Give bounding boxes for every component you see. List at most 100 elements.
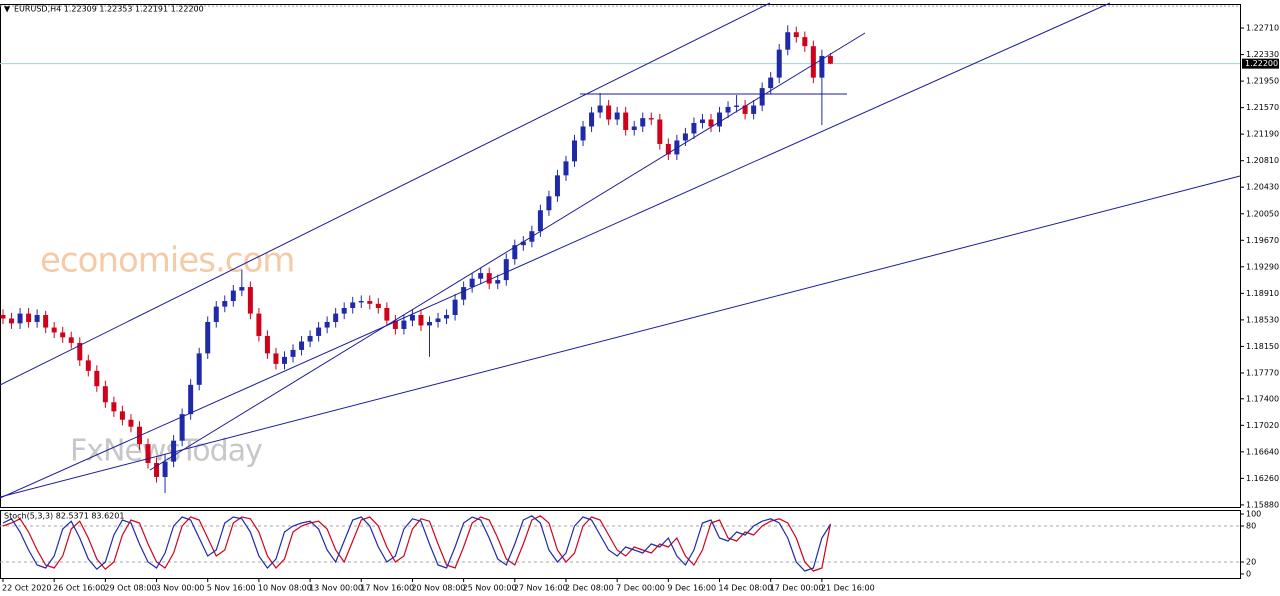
candle-body: [682, 133, 688, 141]
trend-line: [0, 2, 771, 386]
last-price-tag: [1242, 58, 1279, 69]
plot-area: [0, 25, 1240, 494]
candle-body: [256, 313, 262, 336]
watermark: economies.com: [40, 241, 294, 281]
candle-body: [239, 287, 245, 291]
candle-body: [273, 353, 279, 364]
candle-body: [827, 56, 833, 64]
candle-body: [435, 318, 441, 322]
candle-body: [725, 106, 731, 113]
x-tick-label: 5 Nov 16:00: [207, 584, 256, 593]
candle-body: [614, 112, 620, 120]
chart-header: ▼: [4, 5, 11, 14]
candle-body: [324, 321, 330, 328]
candle-body: [205, 321, 211, 354]
candle-body: [213, 306, 219, 322]
candle-body: [495, 280, 501, 284]
candle-body: [68, 337, 74, 343]
candle-body: [392, 320, 398, 329]
candle-body: [631, 126, 637, 130]
x-tick-label: 14 Dec 08:00: [719, 584, 773, 593]
x-tick-label: 13 Nov 00:00: [309, 584, 363, 593]
candle-body: [734, 105, 740, 107]
candle-body: [640, 118, 646, 127]
candle-body: [546, 196, 552, 211]
candle-body: [85, 360, 91, 371]
candle-body: [188, 384, 194, 415]
candle-body: [384, 308, 390, 321]
candle-body: [34, 314, 40, 322]
candle-body: [665, 143, 671, 155]
candle-body: [486, 273, 492, 284]
candle-body: [657, 119, 663, 144]
y-tick-label: 1.17770: [1246, 368, 1279, 377]
candle-body: [444, 314, 450, 319]
y-tick-label: 1.20430: [1246, 183, 1279, 192]
x-tick-label: 7 Dec 00:00: [616, 584, 665, 593]
x-tick-label: 27 Nov 16:00: [514, 584, 568, 593]
x-tick-label: 20 Nov 08:00: [411, 584, 465, 593]
candle-body: [512, 245, 518, 260]
candle-body: [768, 77, 774, 89]
candle-body: [333, 313, 339, 322]
candle-body: [128, 419, 134, 427]
candle-body: [299, 341, 305, 350]
candle-body: [409, 314, 415, 321]
x-tick-label: 9 Dec 16:00: [667, 584, 716, 593]
candle-body: [145, 444, 151, 464]
candle-body: [503, 259, 509, 281]
candle-body: [597, 105, 603, 113]
candle-body: [307, 335, 313, 342]
candle-body: [230, 290, 236, 302]
candle-body: [162, 461, 168, 477]
x-tick-label: 21 Dec 16:00: [821, 584, 875, 593]
candle-body: [43, 314, 49, 328]
candle-body: [77, 342, 83, 361]
candle-body: [623, 112, 629, 130]
stoch-tick-label: 20: [1246, 558, 1256, 567]
candle-body: [802, 37, 808, 47]
trend-line: [0, 175, 1241, 498]
candle-body: [751, 105, 757, 114]
y-tick-label: 1.20810: [1246, 156, 1279, 165]
candle-body: [350, 302, 356, 309]
trend-line: [149, 32, 866, 471]
candle-body: [401, 320, 407, 329]
candle-body: [699, 119, 705, 123]
candle-body: [819, 55, 825, 78]
candle-body: [247, 287, 253, 314]
trend-lines: [0, 2, 1241, 499]
candle-body: [708, 119, 714, 127]
candle-body: [537, 210, 543, 232]
candle-body: [452, 299, 458, 315]
y-tick-label: 1.21950: [1246, 77, 1279, 86]
indicator-header: Stoch(5,3,3) 82.5371 83.6201: [4, 512, 124, 521]
y-tick-label: 1.21570: [1246, 103, 1279, 112]
candle-body: [316, 327, 322, 336]
candle-body: [759, 88, 765, 106]
x-tick-label: 3 Nov 00:00: [156, 584, 205, 593]
y-tick-label: 1.19290: [1246, 262, 1279, 271]
stoch-tick-label: 80: [1246, 522, 1256, 531]
stoch-tick-label: 0: [1246, 570, 1251, 579]
main-pane: [0, 4, 1241, 508]
stoch-main-line: [2, 515, 831, 572]
candle-body: [742, 105, 748, 114]
y-tick-label: 1.16640: [1246, 447, 1279, 456]
x-tick-label: 10 Nov 08:00: [258, 584, 312, 593]
candle-body: [810, 46, 816, 78]
y-tick-label: 1.18530: [1246, 315, 1279, 324]
candle-body: [119, 411, 125, 420]
candle-body: [478, 273, 484, 279]
candle-body: [0, 314, 6, 319]
candle-body: [9, 318, 15, 324]
y-tick-label: 1.22330: [1246, 50, 1279, 59]
candle-body: [554, 175, 560, 197]
stoch-tick-label: 100: [1246, 510, 1261, 519]
candle-body: [427, 321, 432, 326]
candle-body: [469, 278, 475, 288]
x-tick-label: 17 Dec 00:00: [770, 584, 824, 593]
y-tick-label: 1.17400: [1246, 394, 1279, 403]
candle-body: [26, 313, 32, 322]
candle-body: [290, 349, 296, 357]
